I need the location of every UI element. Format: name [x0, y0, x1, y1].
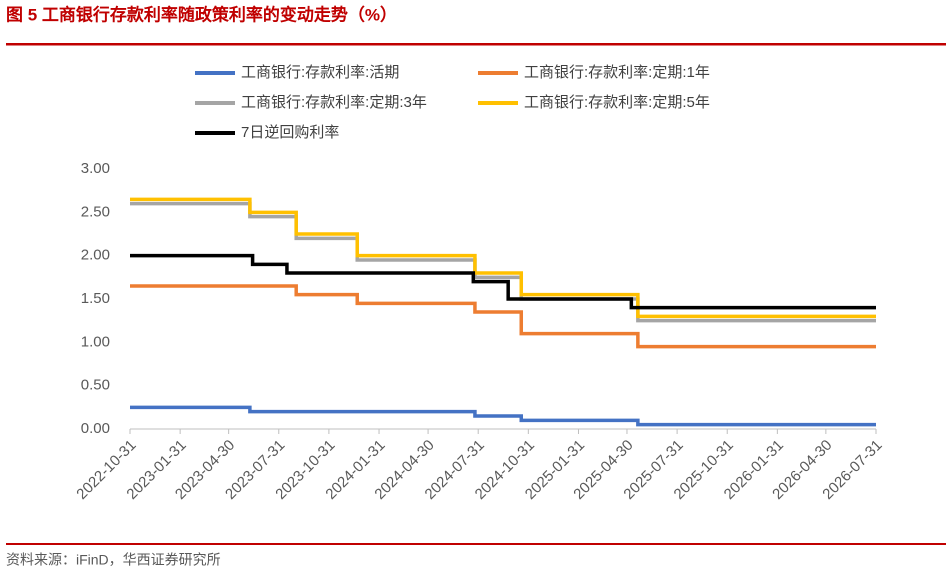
series-line — [130, 201, 876, 323]
legend-label: 7日逆回购利率 — [241, 124, 339, 141]
y-tick-label: 2.50 — [81, 203, 110, 220]
y-tick-label: 0.00 — [81, 420, 110, 437]
source-rule — [6, 543, 946, 545]
title-rule — [6, 43, 946, 46]
y-tick-label: 1.00 — [81, 333, 110, 350]
y-tick-label: 0.50 — [81, 377, 110, 394]
y-tick-label: 1.50 — [81, 290, 110, 307]
legend-label: 工商银行:存款利率:定期:1年 — [524, 64, 710, 81]
legend-label: 工商银行:存款利率:定期:5年 — [524, 94, 710, 111]
legend-label: 工商银行:存款利率:定期:3年 — [241, 94, 427, 111]
series-line — [130, 405, 876, 427]
chart-title: 图 5 工商银行存款利率随政策利率的变动走势（%） — [6, 4, 397, 24]
y-tick-label: 3.00 — [81, 160, 110, 177]
series-line — [130, 253, 876, 310]
series-line — [130, 197, 876, 319]
legend-label: 工商银行:存款利率:活期 — [241, 64, 399, 81]
source: 资料来源：iFinD，华西证券研究所 — [6, 552, 221, 568]
series-line — [130, 284, 876, 349]
y-tick-label: 2.00 — [81, 247, 110, 264]
